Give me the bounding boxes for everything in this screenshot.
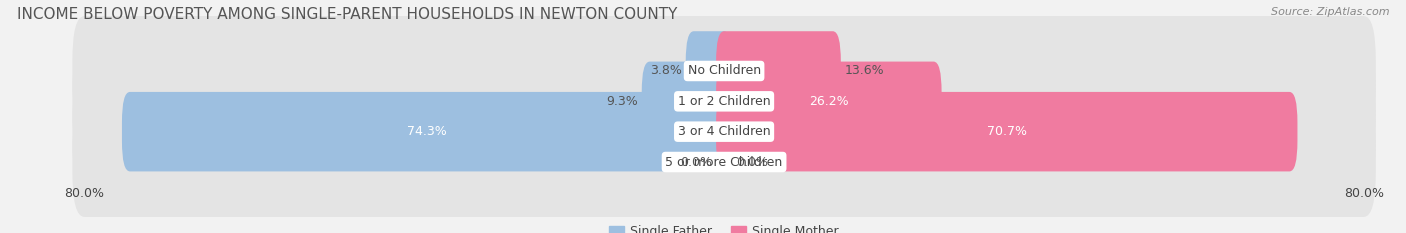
Text: 1 or 2 Children: 1 or 2 Children — [678, 95, 770, 108]
FancyBboxPatch shape — [716, 62, 942, 141]
Text: Source: ZipAtlas.com: Source: ZipAtlas.com — [1271, 7, 1389, 17]
FancyBboxPatch shape — [122, 92, 733, 171]
Text: 0.0%: 0.0% — [681, 155, 711, 168]
FancyBboxPatch shape — [686, 31, 733, 111]
FancyBboxPatch shape — [72, 46, 1376, 156]
FancyBboxPatch shape — [72, 107, 1376, 217]
Text: INCOME BELOW POVERTY AMONG SINGLE-PARENT HOUSEHOLDS IN NEWTON COUNTY: INCOME BELOW POVERTY AMONG SINGLE-PARENT… — [17, 7, 678, 22]
Text: 5 or more Children: 5 or more Children — [665, 155, 783, 168]
Text: 74.3%: 74.3% — [408, 125, 447, 138]
Text: 13.6%: 13.6% — [845, 65, 884, 78]
FancyBboxPatch shape — [716, 31, 841, 111]
Text: 26.2%: 26.2% — [808, 95, 849, 108]
Text: 0.0%: 0.0% — [737, 155, 768, 168]
Text: No Children: No Children — [688, 65, 761, 78]
FancyBboxPatch shape — [641, 62, 733, 141]
Legend: Single Father, Single Mother: Single Father, Single Mother — [605, 220, 844, 233]
Text: 70.7%: 70.7% — [987, 125, 1026, 138]
FancyBboxPatch shape — [716, 92, 1298, 171]
Text: 9.3%: 9.3% — [606, 95, 638, 108]
FancyBboxPatch shape — [72, 77, 1376, 187]
Text: 3.8%: 3.8% — [650, 65, 682, 78]
FancyBboxPatch shape — [72, 16, 1376, 126]
Text: 3 or 4 Children: 3 or 4 Children — [678, 125, 770, 138]
